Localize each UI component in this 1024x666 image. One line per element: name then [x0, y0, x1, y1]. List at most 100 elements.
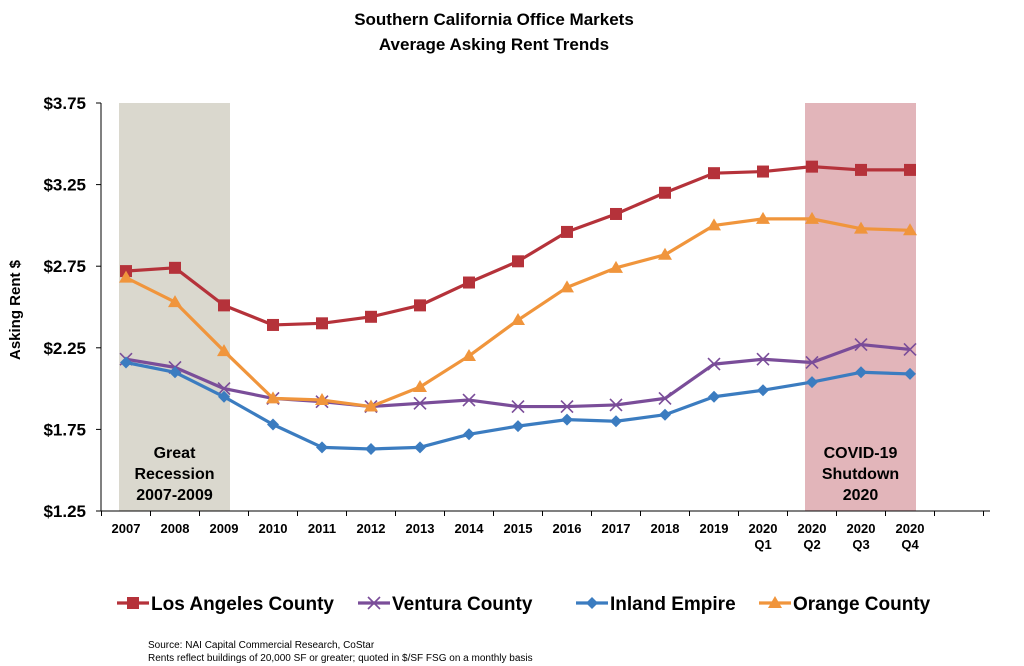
data-point-2 [316, 441, 328, 454]
data-point-2 [120, 356, 132, 369]
data-point-0 [708, 167, 720, 180]
data-point-0 [610, 207, 622, 220]
data-point-0 [267, 318, 279, 331]
legend-marker-3 [768, 596, 782, 608]
x-tick-label: 2007 [112, 521, 141, 536]
data-point-0 [659, 186, 671, 199]
x-tick-label: 2019 [700, 521, 729, 536]
shaded-region-1-label-0: COVID-19 [824, 445, 898, 462]
legend-marker-0 [127, 597, 139, 609]
data-point-0 [316, 317, 328, 330]
x-tick-label: Q4 [901, 537, 919, 552]
data-point-2 [855, 366, 867, 379]
source-line-2: Rents reflect buildings of 20,000 SF or … [148, 653, 533, 664]
legend-label-0: Los Angeles County [151, 594, 334, 615]
data-point-1 [903, 342, 917, 356]
x-tick-label: 2016 [553, 521, 582, 536]
data-point-3 [168, 295, 182, 308]
axes: $1.25 $1.75 $2.25 $2.75 $3.25 $3.75 2007 2008 20… [43, 94, 990, 552]
source-line-1: Source: NAI Capital Commercial Research,… [148, 640, 375, 651]
data-point-1 [511, 399, 525, 414]
y-tick-label: $1.75 [43, 420, 86, 439]
legend-label-1: Ventura County [392, 594, 533, 615]
data-point-0 [169, 261, 181, 274]
series-0 [120, 160, 916, 331]
data-point-1 [658, 391, 672, 405]
data-point-2 [218, 390, 230, 403]
data-point-3 [707, 218, 721, 231]
chart-subtitle: Average Asking Rent Trends [379, 35, 609, 54]
data-point-0 [414, 299, 426, 312]
data-point-3 [658, 247, 672, 260]
series-2 [120, 356, 916, 455]
data-point-0 [561, 225, 573, 238]
x-tick-label: 2015 [504, 521, 533, 536]
data-point-2 [561, 413, 573, 426]
x-tick-label: 2008 [161, 521, 190, 536]
data-point-3 [315, 393, 329, 406]
data-point-0 [806, 160, 818, 173]
data-point-3 [119, 270, 133, 283]
data-point-2 [365, 442, 377, 455]
data-point-0 [512, 255, 524, 268]
series-group [119, 160, 917, 455]
data-point-0 [463, 276, 475, 289]
data-point-1 [413, 396, 427, 410]
legend-label-2: Inland Empire [610, 594, 736, 615]
data-point-3 [217, 344, 231, 357]
shaded-region-0-label-0: Great [154, 445, 196, 462]
data-point-2 [414, 441, 426, 454]
x-tick-label: 2017 [602, 521, 631, 536]
x-tick-label: 2013 [406, 521, 435, 536]
legend: Los Angeles County Ventura County Inland E… [117, 594, 931, 615]
x-tick-label: 2020 [896, 521, 925, 536]
data-point-3 [364, 399, 378, 412]
shaded-region-1-label-1: Shutdown [822, 466, 899, 483]
data-point-3 [903, 223, 917, 236]
data-point-1 [805, 355, 819, 370]
x-tick-label: Q1 [754, 537, 771, 552]
series-line-0 [125, 165, 910, 327]
data-point-0 [365, 310, 377, 323]
y-tick-label: $1.25 [43, 502, 86, 521]
data-point-1 [560, 399, 574, 414]
data-point-1 [854, 337, 868, 352]
data-point-2 [659, 408, 671, 421]
x-tick-label: 2012 [357, 521, 386, 536]
y-axis-label: Asking Rent $ [7, 259, 24, 360]
data-point-3 [413, 379, 427, 392]
data-point-2 [169, 366, 181, 379]
data-point-1 [217, 382, 231, 396]
x-tick-label: 2018 [651, 521, 680, 536]
data-point-0 [218, 299, 230, 312]
data-point-3 [511, 313, 525, 326]
data-point-2 [463, 428, 475, 441]
shaded-region-0-label-1: Recession [134, 466, 214, 483]
data-point-0 [855, 163, 867, 176]
legend-label-3: Orange County [793, 594, 931, 615]
data-point-3 [266, 391, 280, 404]
y-tick-label: $3.75 [43, 94, 86, 113]
x-tick-label: 2020 [798, 521, 827, 536]
data-point-3 [805, 211, 819, 224]
data-point-2 [757, 384, 769, 397]
data-point-1 [462, 393, 476, 407]
data-point-3 [462, 348, 476, 361]
data-point-3 [560, 280, 574, 293]
y-tick-label: $3.25 [43, 176, 86, 195]
x-tick-label: 2014 [455, 521, 485, 536]
data-point-3 [854, 221, 868, 234]
x-tick-label: 2020 [749, 521, 778, 536]
data-point-3 [756, 211, 770, 224]
data-point-2 [904, 367, 916, 380]
data-point-2 [610, 415, 622, 428]
series-1 [119, 337, 917, 414]
x-tick-label: 2010 [259, 521, 288, 536]
x-tick-label: Q3 [852, 537, 869, 552]
legend-marker-2 [586, 597, 598, 609]
data-point-1 [707, 357, 721, 371]
y-tick-label: $2.75 [43, 257, 86, 276]
legend-marker-1 [367, 596, 381, 610]
x-tick-label: 2020 [847, 521, 876, 536]
